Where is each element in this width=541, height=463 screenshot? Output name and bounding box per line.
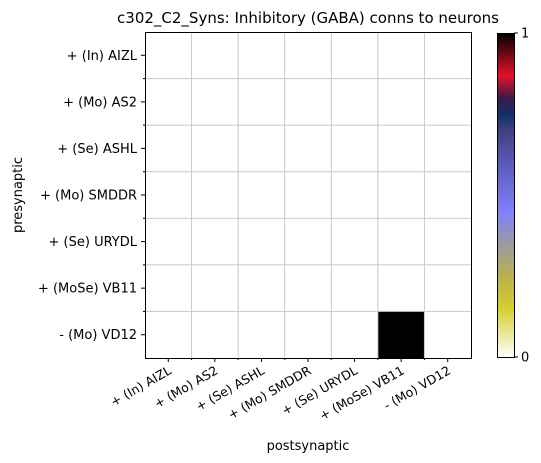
y-tick-label: + (Se) ASHL: [57, 142, 137, 157]
heatmap-cell: [284, 78, 332, 126]
heatmap-cell: [145, 78, 192, 126]
heatmap-cell: [145, 32, 192, 79]
heatmap-cell: [331, 264, 379, 312]
heatmap-cell: [238, 78, 286, 126]
y-tick-label: + (Se) URYDL: [49, 235, 138, 250]
x-axis-ticks: + (In) AIZL+ (Mo) AS2+ (Se) ASHL+ (Mo) S…: [108, 358, 453, 423]
heatmap-cell: [238, 125, 286, 173]
heatmap-cell: [284, 311, 332, 359]
heatmap-cell: [331, 311, 379, 359]
heatmap-cell: [377, 218, 425, 266]
y-axis-ticks: + (In) AIZL + (Mo) AS2 + (Se) ASHL + (Mo) S…: [38, 49, 145, 343]
heatmap-cell: [284, 125, 332, 173]
heatmap-cell: [284, 218, 332, 266]
heatmap-cell: [145, 171, 192, 219]
heatmap-cell: [191, 311, 239, 359]
heatmap-cell: [284, 32, 332, 79]
y-tick-label: - (Mo) VD12: [59, 328, 137, 343]
heatmap-cell: [191, 264, 239, 312]
heatmap-cell: [238, 171, 286, 219]
heatmap-cell: [424, 125, 472, 173]
heatmap-cell: [191, 125, 239, 173]
heatmap-cell: [424, 311, 472, 359]
chart-title: c302_C2_Syns: Inhibitory (GABA) conns to…: [117, 9, 499, 28]
heatmap-cell: [331, 78, 379, 126]
heatmap-cell: [377, 32, 425, 79]
colorbar-ticks: 01: [514, 27, 529, 366]
heatmap-cell: [238, 32, 286, 79]
heatmap-cell: [145, 125, 192, 173]
heatmap-cell: [284, 171, 332, 219]
heatmap-cell: [191, 218, 239, 266]
heatmap-cell: [331, 218, 379, 266]
heatmap-cell: [191, 78, 239, 126]
heatmap-cell: [377, 311, 425, 359]
colorbar-tick-label: 0: [521, 351, 529, 366]
heatmap-cell: [424, 32, 472, 79]
heatmap-cell: [331, 32, 379, 79]
heatmap-cell: [238, 311, 286, 359]
heatmap-cell: [145, 218, 192, 266]
colorbar: [497, 33, 515, 358]
x-axis-label: postsynaptic: [267, 439, 350, 454]
heatmap-cell: [424, 218, 472, 266]
heatmap-cell: [377, 264, 425, 312]
y-tick-label: + (Mo) AS2: [63, 95, 137, 110]
heatmap-cell: [331, 171, 379, 219]
heatmap-cell: [284, 264, 332, 312]
y-tick-label: + (Mo) SMDDR: [40, 189, 137, 204]
heatmap-cell: [238, 218, 286, 266]
heatmap-cell: [377, 78, 425, 126]
heatmap-cell: [191, 171, 239, 219]
heatmap-cell: [377, 171, 425, 219]
heatmap-cell: [424, 264, 472, 312]
heatmap-cell: [424, 171, 472, 219]
heatmap-cell: [331, 125, 379, 173]
colorbar-tick-label: 1: [521, 27, 529, 42]
y-tick-label: + (In) AIZL: [67, 49, 138, 64]
y-axis-label: presynaptic: [11, 157, 26, 233]
heatmap-cells: [145, 32, 472, 359]
heatmap-cell: [191, 32, 239, 79]
heatmap-cell: [145, 311, 192, 359]
heatmap-cell: [377, 125, 425, 173]
gridlines: [145, 32, 471, 358]
heatmap-cell: [238, 264, 286, 312]
heatmap-cell: [145, 264, 192, 312]
y-tick-label: + (MoSe) VB11: [38, 282, 137, 297]
heatmap-cell: [424, 78, 472, 126]
